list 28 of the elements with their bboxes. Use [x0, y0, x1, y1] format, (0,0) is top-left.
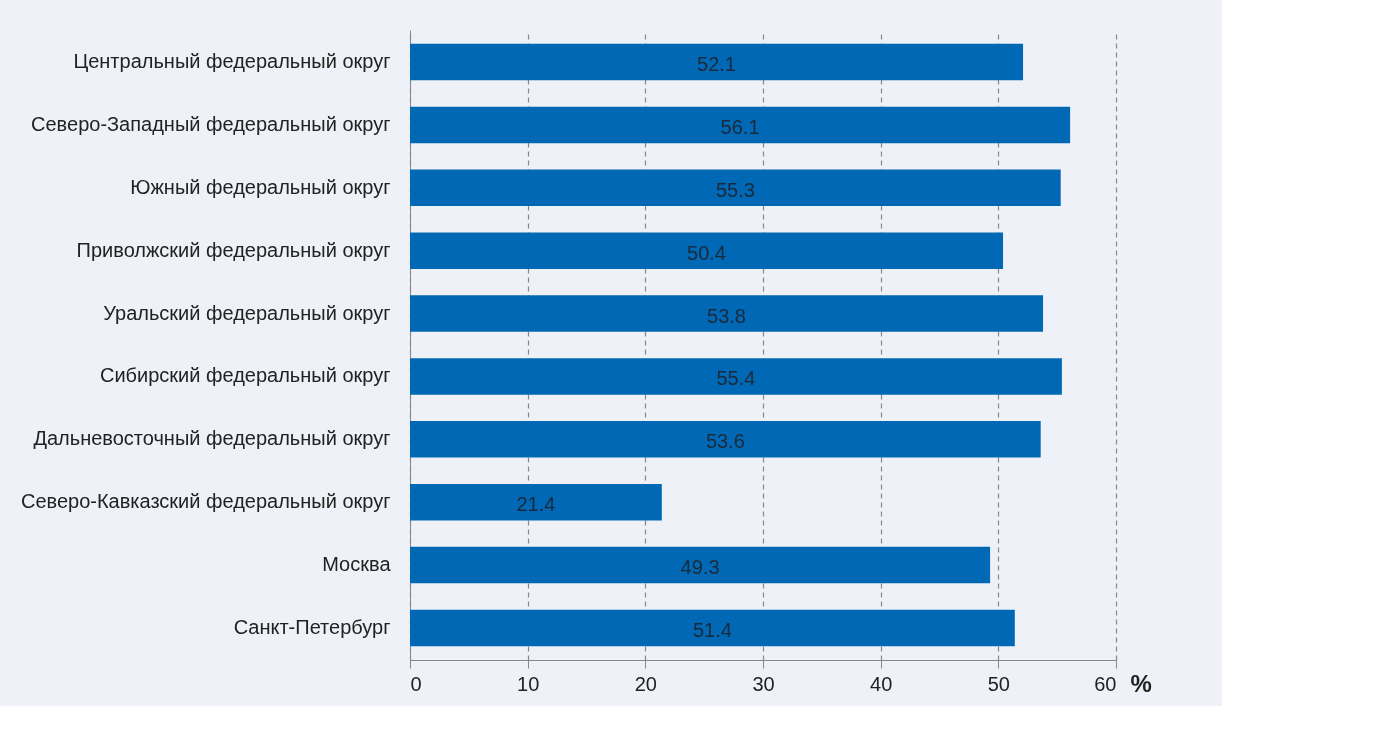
data-label: 21.4	[516, 493, 556, 516]
y-tick-label: Северо-Кавказский федеральный округ	[20, 490, 391, 513]
y-tick-label: Центральный федеральный округ	[73, 50, 391, 73]
x-tick-label: 0	[410, 672, 422, 695]
data-label: 50.4	[687, 241, 726, 264]
x-tick-label: 50	[987, 672, 1010, 695]
y-tick-label: Уральский федеральный округ	[103, 301, 391, 324]
x-axis-title: %	[1130, 669, 1152, 697]
x-tick-label: 10	[517, 672, 540, 695]
y-tick-label: Дальневосточный федеральный округ	[33, 427, 391, 450]
x-tick-label: 20	[634, 672, 657, 695]
data-label: 51.4	[692, 618, 732, 641]
x-tick-label: 60	[1094, 672, 1117, 695]
data-label: 55.3	[715, 178, 755, 201]
data-label: 55.4	[716, 367, 756, 390]
x-tick-label: 40	[870, 672, 893, 695]
data-label: 49.3	[680, 556, 720, 579]
data-label: 53.8	[707, 304, 746, 327]
data-label: 53.6	[705, 430, 745, 453]
y-tick-label: Москва	[322, 553, 392, 576]
y-tick-label: Сибирский федеральный округ	[100, 364, 391, 387]
data-label: 56.1	[720, 115, 760, 138]
y-tick-label: Приволжский федеральный округ	[76, 238, 391, 261]
data-label: 52.1	[697, 53, 736, 76]
x-tick-label: 30	[752, 672, 775, 695]
y-tick-label: Северо-Западный федеральный округ	[31, 112, 391, 135]
y-tick-label: Южный федеральный округ	[130, 175, 391, 198]
y-tick-label: Санкт-Петербург	[233, 615, 391, 638]
